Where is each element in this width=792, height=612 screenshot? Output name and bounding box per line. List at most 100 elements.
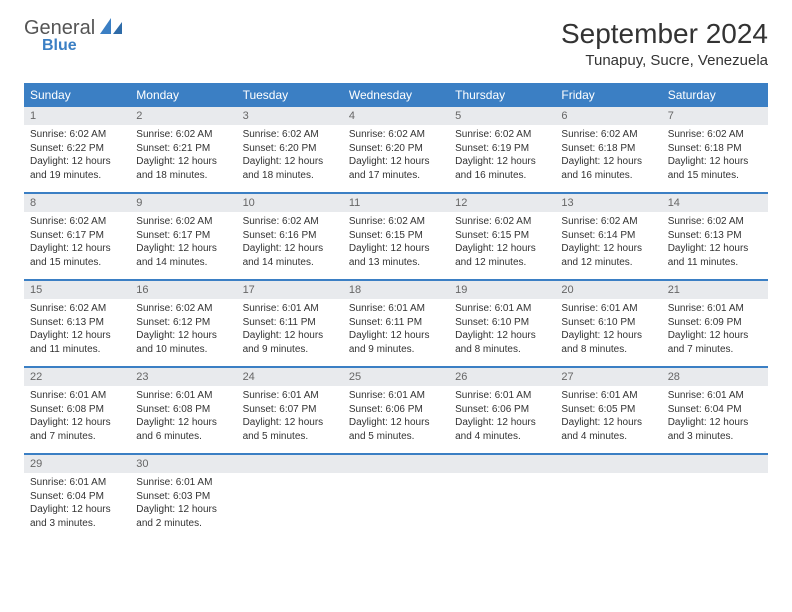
daylight-text: and 4 minutes. [561,430,655,444]
brand-word2: Blue [42,37,122,55]
daylight-text: Daylight: 12 hours [30,416,124,430]
day-cell: 15Sunrise: 6:02 AMSunset: 6:13 PMDayligh… [24,280,130,367]
day-cell [449,454,555,540]
location-text: Tunapuy, Sucre, Venezuela [561,52,768,69]
sunset-text: Sunset: 6:14 PM [561,229,655,243]
daylight-text: Daylight: 12 hours [136,329,230,343]
dayhead-sat: Saturday [662,83,768,107]
day-body: Sunrise: 6:01 AMSunset: 6:04 PMDaylight:… [662,386,768,453]
day-number: 1 [24,107,130,125]
sunset-text: Sunset: 6:20 PM [243,142,337,156]
week-row: 1Sunrise: 6:02 AMSunset: 6:22 PMDaylight… [24,107,768,193]
sunrise-text: Sunrise: 6:01 AM [455,302,549,316]
day-number: 12 [449,194,555,212]
day-cell: 8Sunrise: 6:02 AMSunset: 6:17 PMDaylight… [24,193,130,280]
day-cell: 11Sunrise: 6:02 AMSunset: 6:15 PMDayligh… [343,193,449,280]
daylight-text: Daylight: 12 hours [136,155,230,169]
sunset-text: Sunset: 6:17 PM [136,229,230,243]
week-row: 8Sunrise: 6:02 AMSunset: 6:17 PMDaylight… [24,193,768,280]
day-number: 26 [449,368,555,386]
daylight-text: and 8 minutes. [561,343,655,357]
day-number: 13 [555,194,661,212]
daylight-text: Daylight: 12 hours [243,416,337,430]
day-cell: 17Sunrise: 6:01 AMSunset: 6:11 PMDayligh… [237,280,343,367]
daylight-text: Daylight: 12 hours [30,503,124,517]
day-number: 22 [24,368,130,386]
sunset-text: Sunset: 6:06 PM [455,403,549,417]
day-body: Sunrise: 6:02 AMSunset: 6:15 PMDaylight:… [449,212,555,279]
sunrise-text: Sunrise: 6:02 AM [455,128,549,142]
day-cell [662,454,768,540]
daylight-text: and 11 minutes. [668,256,762,270]
daylight-text: and 10 minutes. [136,343,230,357]
day-number: 7 [662,107,768,125]
sunset-text: Sunset: 6:15 PM [455,229,549,243]
day-cell: 23Sunrise: 6:01 AMSunset: 6:08 PMDayligh… [130,367,236,454]
dayhead-fri: Friday [555,83,661,107]
sunset-text: Sunset: 6:18 PM [561,142,655,156]
day-body: Sunrise: 6:02 AMSunset: 6:15 PMDaylight:… [343,212,449,279]
daylight-text: and 19 minutes. [30,169,124,183]
sunset-text: Sunset: 6:09 PM [668,316,762,330]
day-cell: 1Sunrise: 6:02 AMSunset: 6:22 PMDaylight… [24,107,130,193]
daylight-text: Daylight: 12 hours [668,329,762,343]
day-number: 8 [24,194,130,212]
sunrise-text: Sunrise: 6:01 AM [668,389,762,403]
daylight-text: Daylight: 12 hours [455,329,549,343]
brand-logo: General Blue [24,18,122,55]
daylight-text: and 12 minutes. [561,256,655,270]
sunrise-text: Sunrise: 6:01 AM [455,389,549,403]
day-number [555,455,661,473]
day-body: Sunrise: 6:01 AMSunset: 6:11 PMDaylight:… [343,299,449,366]
day-number: 27 [555,368,661,386]
sunrise-text: Sunrise: 6:01 AM [668,302,762,316]
daylight-text: and 3 minutes. [668,430,762,444]
day-number [343,455,449,473]
sunrise-text: Sunrise: 6:02 AM [668,215,762,229]
day-body: Sunrise: 6:01 AMSunset: 6:08 PMDaylight:… [24,386,130,453]
daylight-text: Daylight: 12 hours [243,329,337,343]
sunrise-text: Sunrise: 6:01 AM [561,389,655,403]
daylight-text: and 12 minutes. [455,256,549,270]
day-body: Sunrise: 6:01 AMSunset: 6:08 PMDaylight:… [130,386,236,453]
sunrise-text: Sunrise: 6:01 AM [349,389,443,403]
daylight-text: Daylight: 12 hours [455,416,549,430]
day-body: Sunrise: 6:02 AMSunset: 6:18 PMDaylight:… [555,125,661,192]
day-cell: 7Sunrise: 6:02 AMSunset: 6:18 PMDaylight… [662,107,768,193]
day-cell [555,454,661,540]
sunrise-text: Sunrise: 6:02 AM [349,128,443,142]
daylight-text: and 18 minutes. [243,169,337,183]
sunset-text: Sunset: 6:20 PM [349,142,443,156]
day-number: 30 [130,455,236,473]
day-number: 2 [130,107,236,125]
sunrise-text: Sunrise: 6:02 AM [455,215,549,229]
day-body: Sunrise: 6:02 AMSunset: 6:18 PMDaylight:… [662,125,768,192]
daylight-text: and 8 minutes. [455,343,549,357]
sunrise-text: Sunrise: 6:02 AM [243,215,337,229]
daylight-text: and 13 minutes. [349,256,443,270]
sunrise-text: Sunrise: 6:02 AM [30,302,124,316]
sunrise-text: Sunrise: 6:01 AM [136,476,230,490]
daylight-text: Daylight: 12 hours [349,155,443,169]
daylight-text: Daylight: 12 hours [455,155,549,169]
sunrise-text: Sunrise: 6:01 AM [561,302,655,316]
sunrise-text: Sunrise: 6:02 AM [136,302,230,316]
sunset-text: Sunset: 6:08 PM [30,403,124,417]
day-body: Sunrise: 6:01 AMSunset: 6:06 PMDaylight:… [343,386,449,453]
day-body: Sunrise: 6:02 AMSunset: 6:20 PMDaylight:… [343,125,449,192]
daylight-text: Daylight: 12 hours [561,416,655,430]
daylight-text: Daylight: 12 hours [136,503,230,517]
daylight-text: and 17 minutes. [349,169,443,183]
sunrise-text: Sunrise: 6:01 AM [243,389,337,403]
sunrise-text: Sunrise: 6:02 AM [30,215,124,229]
sunset-text: Sunset: 6:12 PM [136,316,230,330]
dayhead-sun: Sunday [24,83,130,107]
day-cell: 5Sunrise: 6:02 AMSunset: 6:19 PMDaylight… [449,107,555,193]
day-cell: 20Sunrise: 6:01 AMSunset: 6:10 PMDayligh… [555,280,661,367]
day-body [343,473,449,523]
daylight-text: Daylight: 12 hours [349,416,443,430]
day-cell: 21Sunrise: 6:01 AMSunset: 6:09 PMDayligh… [662,280,768,367]
daylight-text: Daylight: 12 hours [561,242,655,256]
sunset-text: Sunset: 6:17 PM [30,229,124,243]
daylight-text: Daylight: 12 hours [561,155,655,169]
